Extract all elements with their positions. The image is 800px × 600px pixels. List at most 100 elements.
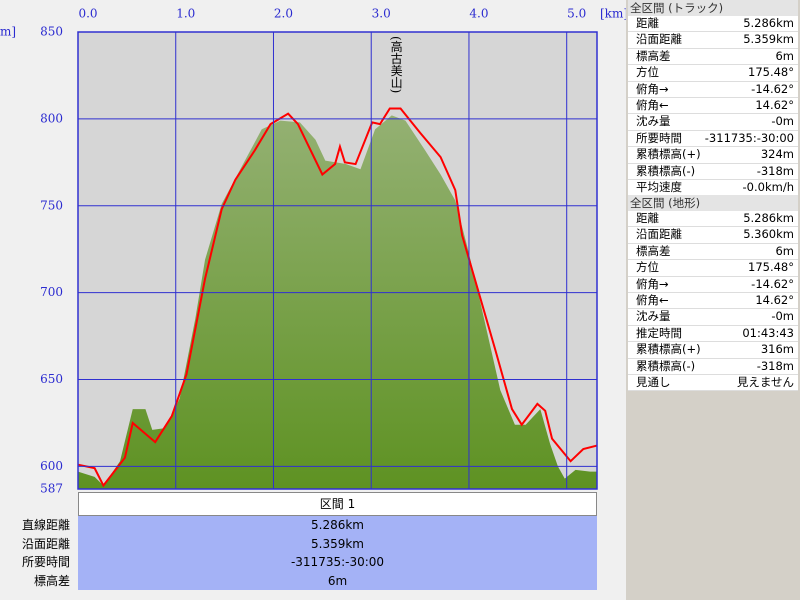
panel-row: 平均速度 -0.0km/h [628, 179, 798, 197]
y-tick-label: 650 [40, 372, 63, 386]
y-tick-label: 600 [40, 459, 63, 473]
row-label: 俯角← [636, 292, 669, 307]
panel-row: 俯角→ -14.62° [628, 82, 798, 98]
row-label: 沈み量 [636, 309, 671, 324]
row-label: 沿面距離 [636, 32, 682, 47]
annotation: (高古美山) [389, 36, 403, 93]
row-value: 01:43:43 [742, 325, 794, 340]
row-label: 推定時間 [636, 325, 682, 340]
row-value: 5.360km [743, 227, 794, 242]
panel-row: 沈み量 -0m [628, 309, 798, 326]
row-value: -0m [771, 309, 794, 324]
section-row: 直線距離 5.286km [0, 516, 600, 535]
x-tick-label: 5.0 [567, 7, 586, 21]
row-value: 6m [775, 243, 794, 258]
row-value: 5.286km [743, 16, 794, 30]
row-value: 6m [775, 48, 794, 63]
row-label: 沿面距離 [21, 536, 70, 551]
panel-row: 見通し 見えません [628, 374, 798, 392]
row-label: 俯角→ [636, 276, 669, 291]
row-label: 標高差 [636, 243, 671, 258]
y-tick-label: 587 [40, 482, 63, 496]
panel-row: 距離 5.286km [628, 211, 798, 228]
panel-row: 累積標高(-) -318m [628, 359, 798, 375]
row-value: 14.62° [755, 292, 794, 307]
y-tick-label: 850 [40, 25, 63, 39]
y-axis-label: m] [0, 25, 16, 39]
terrain-area [78, 115, 597, 489]
row-value: -311735:-30:00 [704, 130, 794, 145]
x-tick-label: 0.0 [78, 7, 97, 21]
section-table: 区間 1 直線距離 5.286km 沿面距離 5.359km 所要時間 -311735:-3… [0, 492, 600, 590]
row-label: 平均速度 [636, 179, 682, 194]
x-axis-label: [km] [600, 7, 626, 21]
panel-row: 沈み量 -0m [628, 114, 798, 131]
panel-row: 方位 175.48° [628, 260, 798, 277]
y-tick-label: 750 [40, 198, 63, 212]
y-tick-label: 800 [40, 111, 63, 125]
row-label: 俯角→ [636, 81, 669, 96]
row-label: 俯角← [636, 97, 669, 112]
row-value: 175.48° [748, 260, 794, 275]
panel-row: 俯角← 14.62° [628, 292, 798, 310]
x-tick-label: 3.0 [372, 7, 391, 21]
row-value: 見えません [736, 374, 794, 389]
row-label: 方位 [636, 65, 659, 80]
row-value: 175.48° [748, 65, 794, 80]
row-value: -14.62° [751, 81, 794, 96]
row-value: 6m [78, 571, 597, 590]
row-value: 5.359km [78, 534, 597, 553]
section-row: 標高差 6m [0, 571, 600, 590]
panel-row: 累積標高(+) 316m [628, 342, 798, 359]
row-value: -311735:-30:00 [78, 553, 597, 572]
panel-row: 所要時間 -311735:-30:00 [628, 130, 798, 148]
row-label: 方位 [636, 260, 659, 275]
panel-row: 標高差 6m [628, 48, 798, 66]
row-label: 所要時間 [636, 130, 682, 145]
track-line [77, 107, 598, 488]
row-value: 5.286km [743, 211, 794, 225]
row-label: 累積標高(-) [636, 163, 696, 178]
row-label: 累積標高(+) [636, 147, 701, 162]
row-label: 標高差 [636, 48, 671, 63]
panel-row: 俯角← 14.62° [628, 97, 798, 115]
panel-row: 沿面距離 5.359km [628, 32, 798, 49]
row-label: 見通し [636, 374, 671, 389]
panel-row: 沿面距離 5.360km [628, 227, 798, 244]
panel-row: 距離 5.286km [628, 16, 798, 33]
row-value: -0m [771, 114, 794, 129]
terrain-summary: 全区間 (地形) 距離 5.286km 沿面距離 5.360km 標高差 6m 方位 175.4… [628, 195, 798, 392]
row-label: 所要時間 [21, 555, 70, 569]
row-value: 324m [760, 147, 794, 162]
panel-row: 方位 175.48° [628, 65, 798, 82]
row-label: 直線距離 [21, 518, 70, 532]
panel-title: 全区間 (トラック) [628, 0, 798, 16]
row-value: -318m [756, 358, 794, 373]
row-value: -318m [756, 163, 794, 178]
row-label: 沿面距離 [636, 227, 682, 242]
section-header: 区間 1 [78, 492, 597, 516]
plot-border [77, 31, 598, 490]
row-value: 5.286km [78, 516, 597, 535]
x-tick-label: 1.0 [176, 7, 195, 21]
row-label: 標高差 [33, 573, 70, 588]
panel-row: 俯角→ -14.62° [628, 277, 798, 293]
row-label: 沈み量 [636, 114, 671, 129]
row-label: 累積標高(+) [636, 342, 701, 357]
row-value: -0.0km/h [742, 179, 794, 194]
section-row: 沿面距離 5.359km [0, 534, 600, 553]
track-summary: 全区間 (トラック) 距離 5.286km 沿面距離 5.359km 標高差 6m 方位 175… [628, 0, 798, 197]
panel-row: 推定時間 01:43:43 [628, 325, 798, 343]
row-label: 累積標高(-) [636, 358, 696, 373]
section-row: 所要時間 -311735:-30:00 [0, 553, 600, 572]
panel-row: 累積標高(+) 324m [628, 147, 798, 164]
row-value: 5.359km [743, 32, 794, 47]
x-tick-label: 2.0 [274, 7, 293, 21]
row-label: 距離 [636, 211, 659, 225]
panel-row: 標高差 6m [628, 243, 798, 261]
x-tick-label: 4.0 [469, 7, 488, 21]
panel-title: 全区間 (地形) [628, 195, 798, 211]
row-label: 距離 [636, 16, 659, 30]
y-tick-label: 700 [40, 285, 63, 299]
